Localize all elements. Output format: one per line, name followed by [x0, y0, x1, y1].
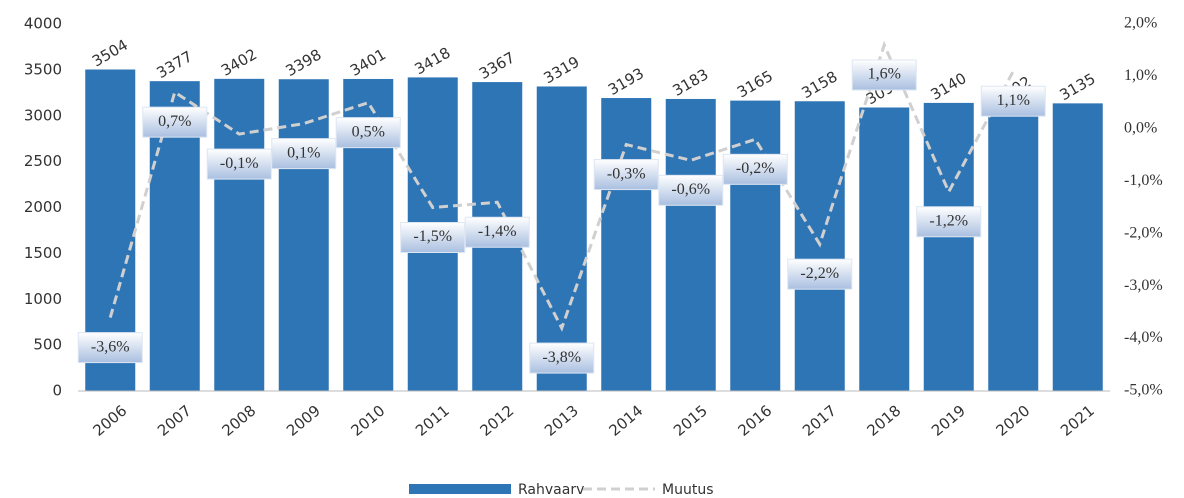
bar: [923, 102, 974, 391]
y-tick-label: 500: [33, 336, 62, 354]
y2-tick-label: -5,0%: [1124, 382, 1163, 399]
legend-label: Muutus: [662, 482, 713, 498]
x-tick-label: 2014: [606, 401, 647, 439]
x-tick-label: 2016: [735, 401, 776, 439]
y-tick-label: 1000: [24, 290, 62, 308]
y-tick-label: 4000: [24, 15, 62, 33]
bar-value-label: 3504: [89, 36, 131, 71]
line-value-label: 0,1%: [287, 144, 320, 161]
line-label-box: [787, 258, 853, 290]
line-label-box: [464, 216, 530, 248]
x-tick-label: 2015: [670, 401, 711, 439]
x-tick-label: 2012: [477, 401, 518, 439]
bar: [665, 98, 716, 391]
bar: [988, 106, 1039, 391]
y2-tick-label: -3,0%: [1124, 277, 1163, 294]
y-tick-label: 3500: [24, 60, 62, 78]
line-value-label: 1,6%: [868, 66, 901, 83]
bar-value-label: 3367: [476, 48, 518, 83]
x-tick-label: 2020: [993, 401, 1034, 439]
bar: [1052, 103, 1103, 392]
line-value-label: -3,6%: [91, 338, 130, 355]
bar-value-label: 3183: [669, 65, 711, 100]
y2-tick-label: -1,0%: [1124, 172, 1163, 189]
line-value-label: -0,6%: [671, 181, 710, 198]
line-label-box: [851, 59, 917, 91]
bar-value-label: 3398: [282, 45, 324, 80]
line-label-box: [980, 85, 1046, 117]
line-value-label: -3,8%: [542, 349, 581, 366]
y2-tick-label: -2,0%: [1124, 224, 1163, 241]
bar-value-label: 3165: [734, 67, 776, 102]
line-label-box: [400, 222, 466, 253]
y2-tick-label: 0,0%: [1124, 120, 1157, 137]
legend-swatch: [409, 484, 511, 494]
y-tick-label: 2500: [24, 152, 62, 170]
x-tick-label: 2019: [928, 401, 969, 439]
line-label-box: [593, 159, 659, 191]
line-value-label: -0,2%: [736, 160, 775, 177]
x-tick-label: 2018: [864, 401, 905, 439]
x-tick-label: 2010: [348, 401, 389, 439]
x-tick-label: 2013: [541, 401, 582, 439]
y2-tick-label: 2,0%: [1124, 15, 1157, 32]
bar: [536, 86, 587, 391]
y-tick-label: 0: [52, 382, 62, 400]
line-value-label: -0,1%: [220, 155, 259, 172]
bar: [730, 100, 781, 391]
y2-tick-label: 1,0%: [1124, 67, 1157, 84]
bar-value-label: 3377: [153, 47, 195, 82]
line-label-box: [722, 153, 788, 185]
line-value-label: 1,1%: [997, 92, 1030, 109]
line-value-label: -0,3%: [607, 165, 646, 182]
bar-value-label: 3402: [218, 45, 260, 80]
bar-value-label: 3418: [411, 44, 453, 79]
bar-value-label: 3135: [1056, 70, 1098, 105]
line-label-box: [335, 117, 401, 149]
legend-label: Rahvaarv: [518, 482, 584, 498]
x-tick-label: 2007: [154, 401, 195, 439]
bar-value-label: 3158: [798, 67, 840, 102]
bar-value-label: 3193: [605, 64, 647, 99]
line: [108, 40, 1015, 332]
line-label-box: [206, 148, 272, 180]
bar-value-label: 3401: [347, 45, 389, 80]
line-value-label: -1,5%: [413, 228, 452, 245]
x-tick-label: 2009: [283, 401, 324, 439]
bar-value-label: 3140: [927, 69, 969, 104]
y-tick-label: 1500: [24, 244, 62, 262]
line-label-box: [271, 138, 337, 170]
x-tick-label: 2006: [90, 401, 131, 439]
bar: [601, 98, 652, 392]
bar: [859, 107, 910, 392]
y-tick-label: 2000: [24, 198, 62, 216]
x-tick-label: 2011: [412, 401, 453, 439]
line-label-box: [916, 206, 982, 238]
x-tick-label: 2008: [219, 401, 260, 439]
bar: [278, 79, 329, 392]
line-label-box: [77, 332, 143, 364]
bar: [214, 78, 265, 391]
line-value-label: -2,2%: [800, 265, 839, 282]
line-label-box: [142, 106, 208, 138]
y2-tick-label: -4,0%: [1124, 329, 1163, 346]
line-value-label: -1,4%: [478, 223, 517, 240]
bar-value-label: 3319: [540, 53, 582, 88]
line-value-label: 0,7%: [158, 113, 191, 130]
line-label-box: [529, 342, 595, 374]
line-label-box: [658, 174, 724, 206]
line-value-label: -1,2%: [929, 212, 968, 229]
x-tick-label: 2021: [1057, 401, 1098, 439]
x-tick-label: 2017: [799, 401, 840, 439]
y-tick-label: 3000: [24, 106, 62, 124]
line-value-label: 0,5%: [352, 123, 385, 140]
